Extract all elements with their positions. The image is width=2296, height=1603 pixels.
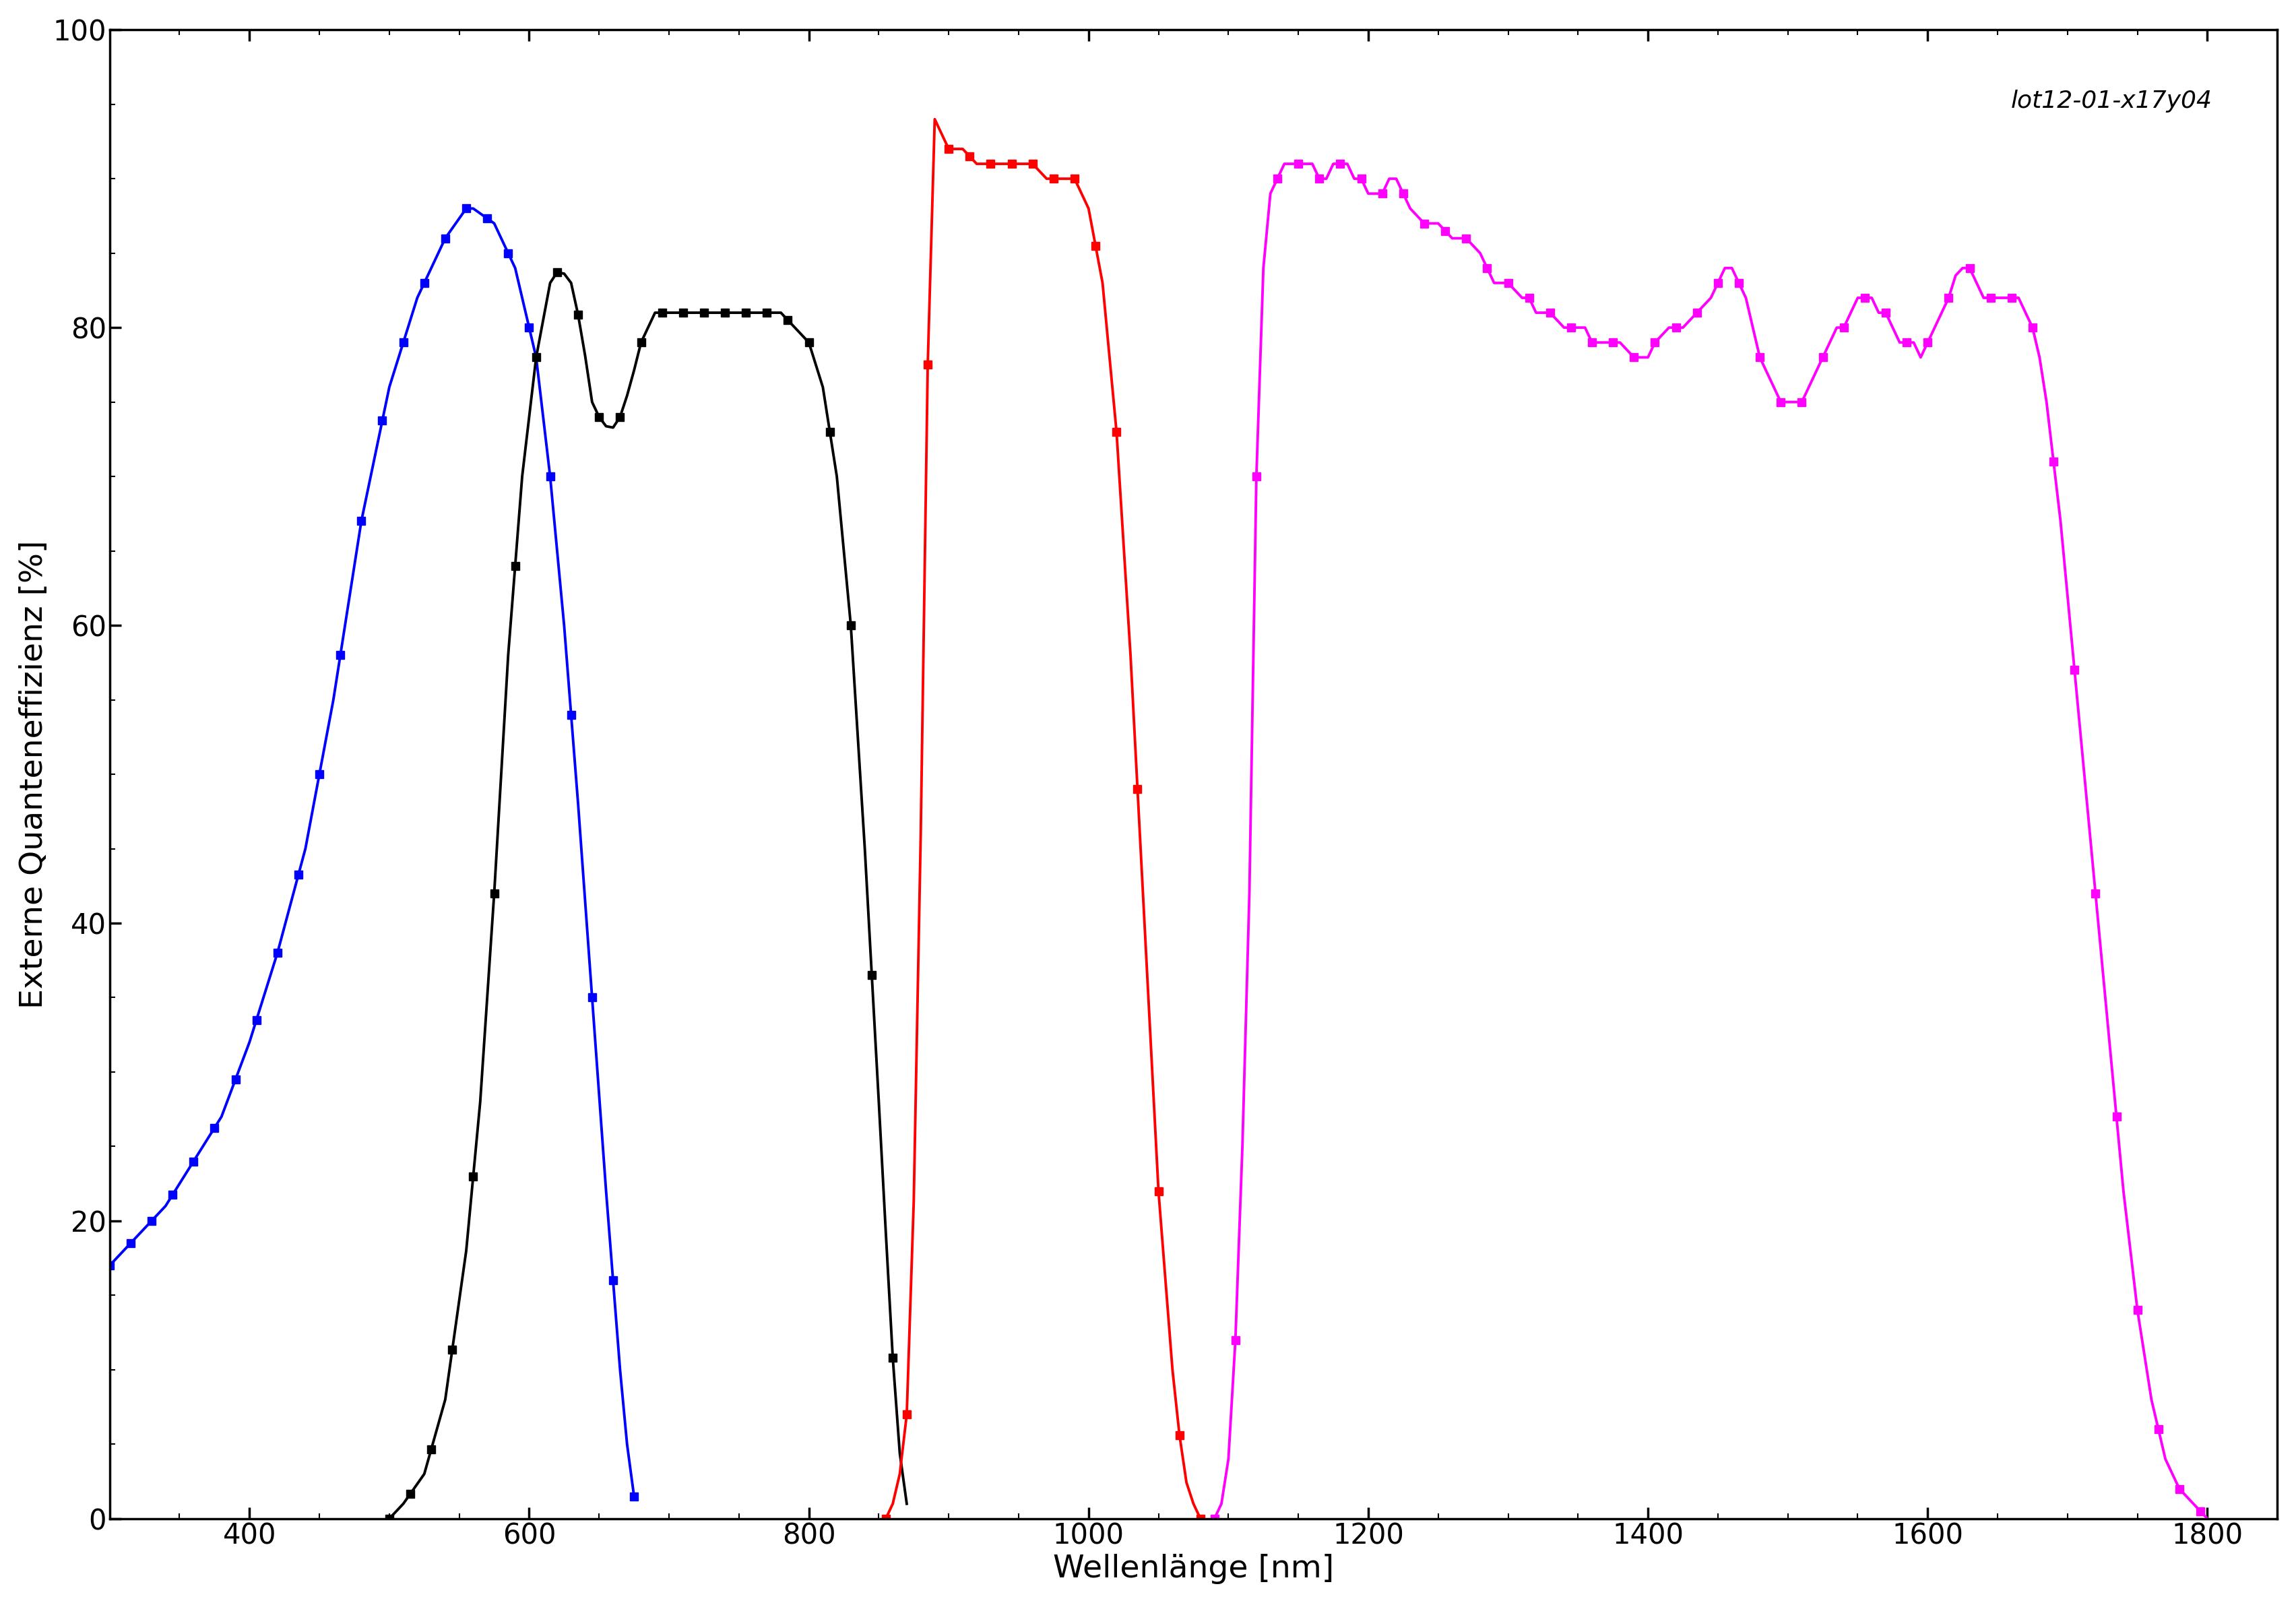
X-axis label: Wellenlänge [nm]: Wellenlänge [nm] xyxy=(1054,1553,1334,1584)
Y-axis label: Externe Quanteneffizienz [%]: Externe Quanteneffizienz [%] xyxy=(18,540,48,1008)
Text: lot12-01-x17y04: lot12-01-x17y04 xyxy=(2011,90,2213,112)
